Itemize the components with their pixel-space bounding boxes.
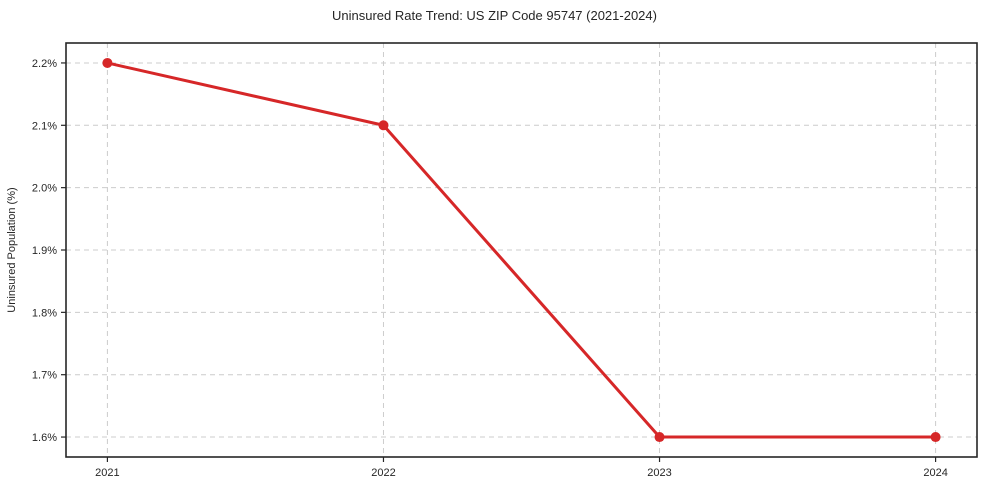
y-axis-label: Uninsured Population (%) [6, 187, 18, 313]
data-point [654, 432, 665, 443]
x-tick-label: 2024 [923, 467, 947, 479]
y-tick-label: 1.8% [32, 307, 57, 319]
data-point [102, 57, 113, 68]
data-point [930, 432, 941, 443]
y-tick-label: 1.9% [32, 245, 57, 257]
x-tick-label: 2023 [647, 467, 671, 479]
y-tick-label: 2.1% [32, 120, 57, 132]
chart-title: Uninsured Rate Trend: US ZIP Code 95747 … [332, 8, 657, 23]
y-tick-label: 2.2% [32, 58, 57, 70]
y-tick-label: 1.6% [32, 432, 57, 444]
y-tick-label: 1.7% [32, 370, 57, 382]
data-point [378, 120, 389, 131]
x-tick-label: 2021 [95, 467, 119, 479]
x-tick-label: 2022 [371, 467, 395, 479]
y-tick-label: 2.0% [32, 183, 57, 195]
trend-line [105, 61, 938, 439]
